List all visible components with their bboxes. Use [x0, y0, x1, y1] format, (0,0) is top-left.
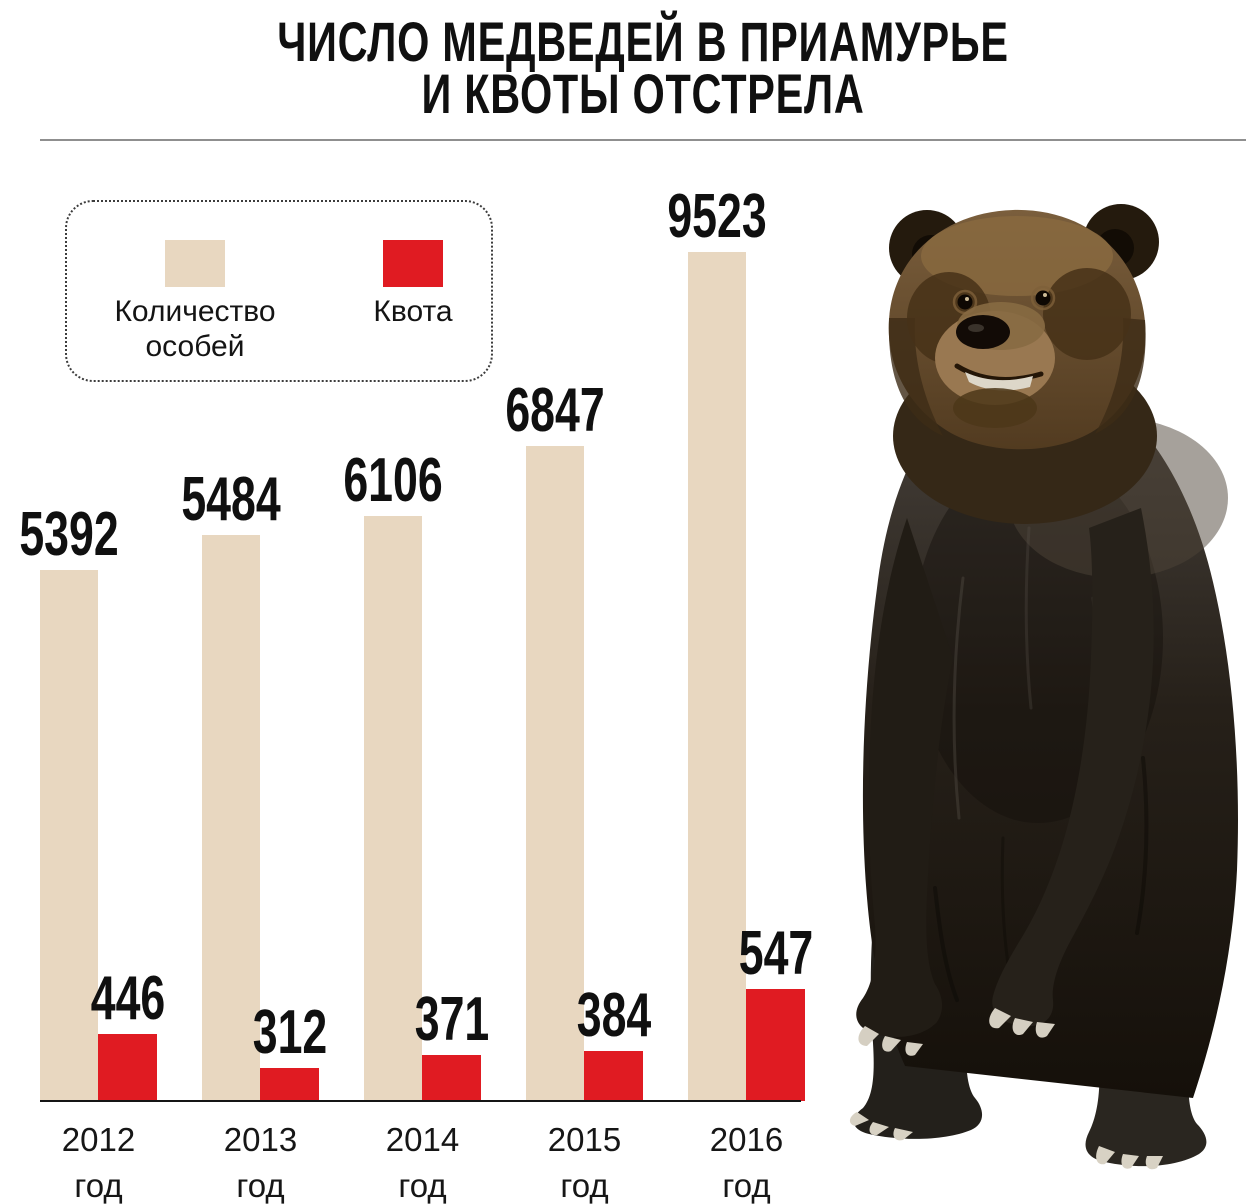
quota-bar-2012: 446 — [90, 968, 165, 1101]
population-value-label: 5484 — [181, 465, 281, 534]
quota-legend-swatch — [383, 240, 443, 287]
population-bar-2013: 5484 — [181, 469, 281, 1101]
year-word: год — [398, 1167, 447, 1204]
population-legend-label: Количество особей — [114, 295, 276, 364]
year-label: 2015 — [547, 1121, 622, 1158]
population-value-label: 6847 — [505, 376, 605, 445]
bear-nose — [956, 315, 1010, 349]
bar-group-2013: 5484 312 2013 год — [181, 240, 327, 1203]
quota-value-label: 547 — [738, 919, 813, 988]
bear-right-eye-ring — [1030, 285, 1056, 311]
x-axis-label-2013: 2013 год — [176, 1123, 346, 1202]
bar-chart: 5392 446 2012 год 5484 312 2013 год — [19, 186, 812, 1203]
quota-bar-2015: 384 — [576, 985, 651, 1101]
bear-right-cheek — [1095, 318, 1146, 434]
bear-right-paw-claws — [989, 1008, 1055, 1038]
x-axis-label-2015: 2015 год — [500, 1123, 670, 1202]
bear-nose-shine — [968, 324, 984, 332]
quota-value-label: 384 — [576, 981, 651, 1050]
title-divider — [40, 139, 1246, 141]
population-bar-2012: 5392 — [19, 504, 119, 1101]
quota-bar-2014: 371 — [414, 989, 489, 1101]
bar-group-2016: 9523 547 2016 год — [667, 186, 813, 1203]
year-label: 2014 — [385, 1121, 460, 1158]
year-word: год — [560, 1167, 609, 1204]
bear-left-eye — [957, 294, 973, 310]
x-axis-label-2012: 2012 год — [14, 1123, 184, 1202]
year-word: год — [236, 1167, 285, 1204]
quota-value-label: 446 — [90, 964, 165, 1033]
x-axis-label-2014: 2014 год — [338, 1123, 508, 1202]
quota-legend-label: Квота — [373, 295, 453, 328]
bear-right-eye-patch — [1043, 268, 1131, 360]
x-axis-label-2016: 2016 год — [662, 1123, 832, 1202]
year-label: 2013 — [223, 1121, 298, 1158]
population-legend-swatch — [165, 240, 225, 287]
page-title-line-2: И КВОТЫ ОТСТРЕЛА — [421, 62, 865, 125]
year-label: 2012 — [61, 1121, 136, 1158]
population-value-label: 9523 — [667, 182, 767, 251]
chart-legend: Количество особей Квота — [65, 200, 493, 382]
x-axis-line — [40, 1100, 801, 1102]
bar-group-2015: 6847 384 2015 год — [505, 240, 651, 1203]
bear-left-foot-claws — [849, 1112, 913, 1141]
bar-group-2014: 6106 371 2014 год — [343, 240, 489, 1203]
quota-bar-2013: 312 — [252, 1002, 327, 1101]
year-word: год — [722, 1167, 771, 1204]
population-value-label: 5392 — [19, 500, 119, 569]
bear-right-arm — [992, 508, 1154, 1027]
bear-photo — [849, 204, 1238, 1170]
bear-right-eye — [1035, 290, 1051, 306]
bear-left-eye-glint — [965, 297, 969, 301]
year-label: 2016 — [709, 1121, 784, 1158]
bear-teeth — [965, 372, 1033, 391]
quota-value-label: 312 — [252, 998, 327, 1067]
quota-bar-2016: 547 — [738, 923, 813, 1101]
population-bar-2014: 6106 — [343, 450, 443, 1101]
bear-right-eye-glint — [1043, 293, 1047, 297]
page-title-line-1: ЧИСЛО МЕДВЕДЕЙ В ПРИАМУРЬЕ — [277, 10, 1009, 73]
bar-group-2012: 5392 446 2012 год — [19, 240, 165, 1203]
page-title: ЧИСЛО МЕДВЕДЕЙ В ПРИАМУРЬЕ И КВОТЫ ОТСТР… — [197, 10, 1089, 125]
bear-chin-shadow — [953, 388, 1037, 428]
year-word: год — [74, 1167, 123, 1204]
quota-value-label: 371 — [414, 985, 489, 1054]
bear-right-foot-claws — [1096, 1146, 1163, 1170]
population-value-label: 6106 — [343, 446, 443, 515]
population-bar-2016: 9523 — [667, 186, 767, 1101]
bear-left-paw-claws — [858, 1026, 923, 1056]
bear-left-arm — [856, 518, 953, 1037]
bear-left-cheek — [888, 318, 943, 436]
population-bar-2015: 6847 — [505, 380, 605, 1101]
